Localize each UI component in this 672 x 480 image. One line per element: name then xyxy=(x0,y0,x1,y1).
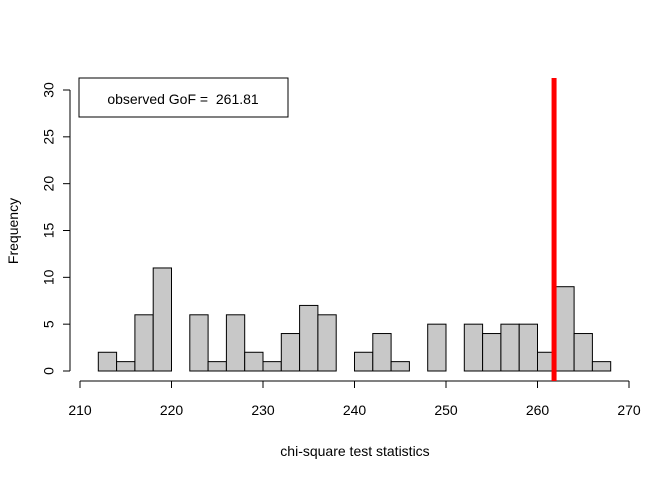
legend-label: observed GoF = 261.81 xyxy=(107,91,259,107)
x-tick-label: 220 xyxy=(160,402,184,418)
y-tick-label: 15 xyxy=(41,223,57,239)
histogram-bar xyxy=(518,323,539,372)
histogram-bar xyxy=(591,361,612,372)
x-tick-label: 250 xyxy=(434,402,458,418)
histogram-bar xyxy=(152,267,172,372)
x-tick-label: 230 xyxy=(251,402,275,418)
histogram-bar xyxy=(463,323,484,372)
histogram-bar xyxy=(244,351,264,372)
histogram-bar xyxy=(116,361,136,372)
x-tick-label: 240 xyxy=(343,402,367,418)
histogram-bars xyxy=(97,267,612,372)
y-axis: 0 5 10 15 20 25 30 xyxy=(41,82,71,375)
x-tick-label: 270 xyxy=(617,402,641,418)
x-axis: 210 220 230 240 250 260 270 xyxy=(68,380,641,418)
legend-box xyxy=(78,77,289,118)
histogram-bar xyxy=(299,304,319,372)
x-axis-label: chi-square test statistics xyxy=(280,443,429,459)
histogram-bar xyxy=(482,333,502,372)
histogram-bar xyxy=(97,351,118,372)
histogram-bar xyxy=(573,333,593,372)
histogram-bar xyxy=(372,333,392,372)
y-tick-label: 5 xyxy=(41,320,57,328)
histogram-bar xyxy=(555,286,575,372)
y-tick-label: 30 xyxy=(41,82,57,98)
y-tick-label: 20 xyxy=(41,176,57,192)
legend: observed GoF = 261.81 xyxy=(78,77,289,118)
histogram-bar xyxy=(354,351,374,372)
y-tick-label: 25 xyxy=(41,129,57,145)
x-tick-label: 210 xyxy=(68,402,92,418)
histogram-bar xyxy=(500,323,520,372)
x-tick-label: 260 xyxy=(526,402,550,418)
histogram-bar xyxy=(280,333,301,372)
histogram-bar xyxy=(262,361,282,372)
y-tick-label: 0 xyxy=(41,367,57,375)
histogram-bar xyxy=(134,314,154,372)
histogram-bar xyxy=(207,361,227,372)
histogram-bar xyxy=(317,314,337,372)
histogram-bar xyxy=(390,361,410,372)
y-axis-label: Frequency xyxy=(5,198,21,264)
y-tick-label: 10 xyxy=(41,269,57,285)
histogram-bar xyxy=(427,323,447,372)
histogram-bar xyxy=(189,314,209,372)
histogram-bar xyxy=(225,314,246,372)
